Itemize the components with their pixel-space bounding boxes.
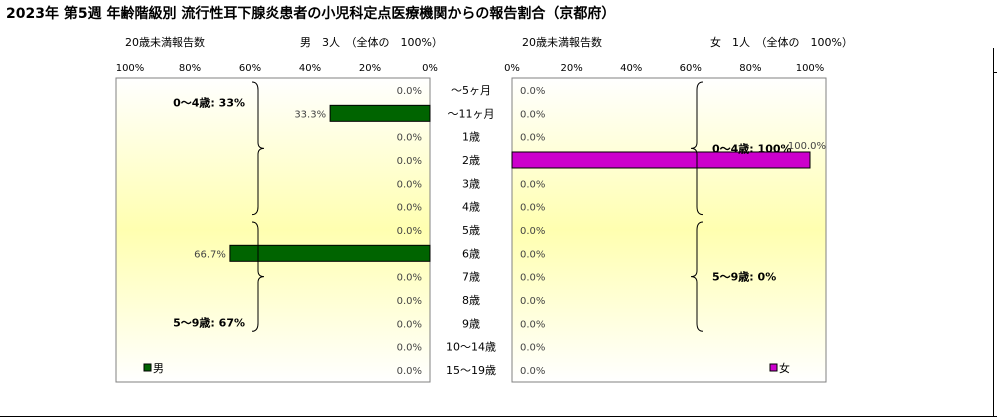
female-data-label: 0.0% [520, 249, 545, 260]
male-data-label: 0.0% [397, 296, 422, 307]
female-data-label: 0.0% [520, 109, 545, 120]
female-data-label: 0.0% [520, 343, 545, 354]
female-data-label: 0.0% [520, 226, 545, 237]
female-data-label: 0.0% [520, 86, 545, 97]
male-data-label: 0.0% [397, 319, 422, 330]
female-data-label: 0.0% [520, 319, 545, 330]
category-label: 2歳 [462, 154, 480, 167]
right-axis-tick-label: 100% [796, 63, 825, 74]
female-data-label: 100.0% [788, 141, 826, 152]
left-header-count: 男 3人 （全体の 100%） [300, 35, 443, 49]
left-axis-tick-label: 20% [359, 63, 381, 74]
male-legend-label: 男 [153, 362, 164, 375]
category-label: 3歳 [462, 177, 480, 190]
female-data-label: 0.0% [520, 203, 545, 214]
category-label: 15～19歳 [446, 364, 496, 377]
male-data-label: 0.0% [397, 133, 422, 144]
male-data-label: 66.7% [194, 249, 226, 260]
male-group-label: 5～9歳: 67% [173, 316, 245, 330]
female-legend-swatch [769, 363, 778, 372]
category-label: 8歳 [462, 294, 480, 307]
left-axis-tick-label: 100% [116, 63, 145, 74]
category-label: ～11ヶ月 [448, 107, 495, 120]
male-data-label: 0.0% [397, 226, 422, 237]
male-data-label: 0.0% [397, 179, 422, 190]
right-axis-tick-label: 60% [680, 63, 702, 74]
male-group-label: 0～4歳: 33% [173, 95, 245, 109]
female-data-label: 0.0% [520, 179, 545, 190]
male-group-brace [251, 221, 265, 332]
female-data-label: 0.0% [520, 273, 545, 284]
male-data-label: 0.0% [397, 86, 422, 97]
right-axis-tick-label: 0% [504, 63, 520, 74]
male-legend-swatch [143, 363, 152, 372]
category-label: 7歳 [462, 271, 480, 284]
category-label: 6歳 [462, 247, 480, 260]
female-group-label: 5～9歳: 0% [712, 270, 776, 284]
male-data-label: 0.0% [397, 343, 422, 354]
female-legend-label: 女 [779, 361, 790, 375]
right-header-count: 女 1人 （全体の 100%） [710, 35, 853, 49]
male-data-label: 33.3% [294, 109, 326, 120]
left-axis-tick-label: 40% [299, 63, 321, 74]
female-group-label: 0～4歳: 100% [712, 141, 792, 155]
left-header-under20: 20歳未満報告数 [125, 36, 205, 49]
left-axis-tick-label: 0% [422, 63, 438, 74]
left-axis-tick-label: 80% [179, 63, 201, 74]
female-data-label: 0.0% [520, 366, 545, 377]
category-label: 1歳 [462, 131, 480, 144]
category-label: 5歳 [462, 224, 480, 237]
male-data-label: 0.0% [397, 156, 422, 167]
male-group-brace [251, 81, 265, 216]
female-data-label: 0.0% [520, 133, 545, 144]
category-label: 10～14歳 [446, 341, 496, 354]
male-bar [329, 104, 431, 122]
category-label: 9歳 [462, 317, 480, 330]
right-axis-tick-label: 40% [620, 63, 642, 74]
female-data-label: 0.0% [520, 296, 545, 307]
female-group-brace [690, 81, 704, 216]
right-axis-tick-label: 80% [739, 63, 761, 74]
edge-tick-mark [993, 72, 997, 73]
right-header-under20: 20歳未満報告数 [522, 36, 602, 49]
male-data-label: 0.0% [397, 366, 422, 377]
female-group-brace [690, 221, 704, 332]
chart-title: 2023年 第5週 年齢階級別 流行性耳下腺炎患者の小児科定点医療機関からの報告… [6, 6, 616, 22]
category-label: 4歳 [462, 201, 480, 214]
left-axis-tick-label: 60% [239, 63, 261, 74]
male-bar [229, 244, 431, 262]
right-edge-line [993, 48, 994, 417]
left-plot-area [115, 77, 431, 383]
male-data-label: 0.0% [397, 203, 422, 214]
right-plot-area [511, 77, 827, 383]
category-label: ～5ヶ月 [451, 84, 491, 97]
right-axis-tick-label: 20% [560, 63, 582, 74]
female-bar [511, 151, 811, 169]
male-data-label: 0.0% [397, 273, 422, 284]
